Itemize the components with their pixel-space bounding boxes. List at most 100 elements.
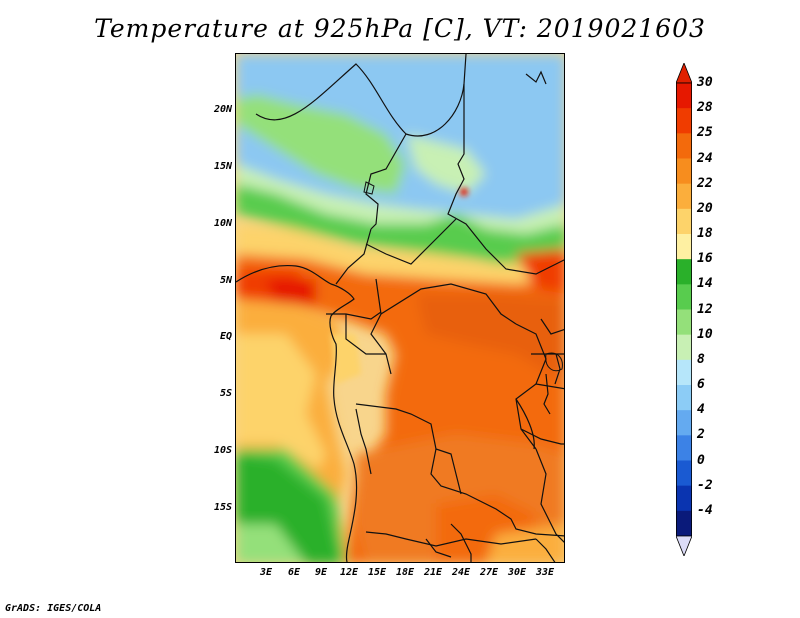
central-hot-core (416, 294, 564, 383)
lon-label: 6E (287, 567, 301, 578)
colorbar-segment (676, 309, 692, 336)
car-west-border (370, 278, 392, 375)
map-title: Temperature at 925hPa [C], VT: 201902160… (94, 14, 706, 43)
lon-label: 33E (535, 567, 555, 578)
colorbar-label: 4 (697, 402, 705, 418)
lat-label: 5S (219, 388, 232, 399)
colorbar-label: -2 (697, 477, 713, 493)
drc-angola-border (355, 403, 462, 495)
lon-label: 18E (395, 567, 415, 578)
mozambique-border (535, 538, 556, 562)
south-east-warm (486, 524, 564, 562)
chad-border (365, 133, 407, 230)
colorbar-segment (676, 183, 692, 210)
colorbar-label: 20 (697, 200, 713, 216)
colorbar-label: 6 (697, 377, 705, 392)
colorbar-segment (676, 83, 692, 109)
colorbar-segment (676, 259, 692, 285)
angola-zambia-border (430, 448, 564, 537)
rwanda-border (535, 383, 564, 390)
angola-north (355, 408, 372, 475)
colorbar-label: 16 (697, 251, 713, 267)
lon-label: 24E (451, 567, 471, 578)
map-svg (236, 54, 564, 562)
lon-label: 27E (479, 567, 499, 578)
colorbar-segment (676, 208, 692, 235)
colorbar-label: 2 (697, 427, 705, 443)
lake-kivu (543, 373, 551, 415)
lat-label: 10N (213, 218, 232, 229)
lon-label: 30E (507, 567, 527, 578)
colorbar-segment (676, 334, 692, 361)
colorbar-label: 25 (697, 125, 713, 141)
colorbar-label: 24 (697, 150, 713, 166)
gabon-north-border (326, 311, 382, 320)
zambezi-border (425, 538, 452, 558)
colorbar-segment (676, 385, 692, 411)
interior-yellow-patch (331, 334, 361, 384)
cameroon-north-border (335, 228, 372, 285)
lat-label: EQ (219, 331, 232, 342)
colorbar-label: -4 (697, 502, 713, 518)
sudan-border (447, 84, 564, 275)
colorbar-label: 10 (697, 326, 713, 342)
lake-victoria (554, 353, 561, 385)
colorbar-label: 22 (697, 175, 713, 191)
namibia-border (365, 531, 537, 547)
colorbar-segment (676, 108, 692, 134)
south-atlantic-light-green (236, 524, 305, 562)
lake-tanganyika (515, 398, 535, 450)
colorbar-segment (676, 485, 692, 512)
lon-label: 15E (367, 567, 387, 578)
red-sea-coast (525, 70, 547, 85)
west-hot-core (266, 279, 316, 304)
colorbar-bottom-arrow (676, 535, 692, 556)
colorbar-label: 14 (697, 276, 713, 292)
colorbar-label: 12 (697, 301, 713, 317)
botswana-border (450, 523, 472, 562)
colorbar-label: 18 (697, 226, 713, 241)
tanzania-border (520, 428, 564, 445)
lat-label: 15N (213, 161, 232, 172)
colorbar-segment (676, 410, 692, 436)
north-border (255, 54, 467, 137)
borders (236, 54, 564, 562)
lon-label: 12E (339, 567, 359, 578)
lat-label: 20N (213, 104, 232, 115)
colorbar-segment (676, 460, 692, 487)
lake-victoria-shape (545, 352, 563, 372)
colorbar-segment (676, 234, 692, 260)
lon-label: 9E (314, 567, 328, 578)
sahel-green-zone (236, 184, 564, 269)
colorbar-top-arrow (676, 63, 692, 84)
footer-credit: GrADS: IGES/COLA (5, 603, 102, 614)
colorbar-segment (676, 158, 692, 185)
lat-label: 15S (213, 502, 232, 513)
hotspot (460, 188, 468, 196)
lat-label: 5N (219, 275, 232, 286)
lon-label: 3E (259, 567, 273, 578)
colorbar-label: 8 (697, 351, 705, 367)
colorbar (676, 63, 692, 556)
lake-chad (363, 181, 375, 195)
colorbar-label: 0 (697, 452, 705, 468)
uganda-border (540, 318, 564, 335)
gabon-border (345, 314, 386, 355)
colorbar-segment (676, 435, 692, 461)
north-light-band (406, 134, 486, 194)
malawi-border (535, 448, 564, 543)
temperature-map (235, 53, 565, 563)
lat-label: 10S (213, 445, 232, 456)
colorbar-label: 28 (697, 100, 713, 116)
car-south-border (380, 283, 517, 325)
temperature-fill (236, 54, 564, 562)
colorbar-segment (676, 284, 692, 310)
colorbar-segment (676, 510, 692, 537)
colorbar-segment (676, 359, 692, 386)
atlantic-coastline (236, 264, 358, 562)
car-north-border (365, 218, 457, 265)
colorbar-label: 30 (697, 75, 713, 90)
lakes (363, 181, 563, 372)
colorbar-segment (676, 133, 692, 159)
lon-label: 21E (423, 567, 443, 578)
